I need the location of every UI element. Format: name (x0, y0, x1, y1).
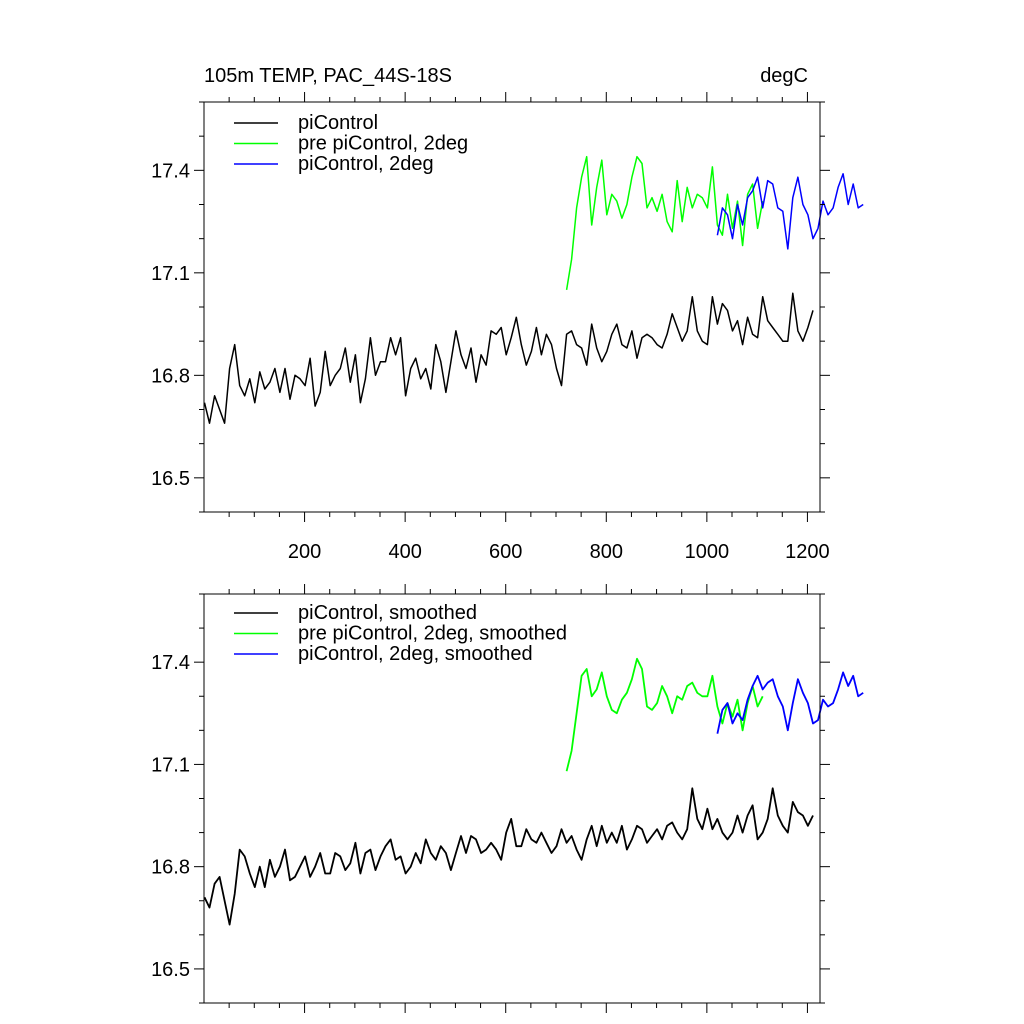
panel-top: 105m TEMP, PAC_44S-18S degC 16.5 16.8 17.1… (151, 65, 864, 563)
legend-label: piControl, smoothed (298, 602, 477, 624)
plot-lines-bottom (203, 657, 864, 926)
x-tick-label: 600 (489, 541, 522, 563)
x-tick-label: 1000 (685, 541, 730, 563)
legend-label: pre piControl, 2deg, smoothed (298, 623, 567, 645)
legend-label: pre piControl, 2deg (298, 133, 468, 155)
x-tick-label: 1200 (785, 541, 830, 563)
y-tick-label: 17.1 (151, 754, 190, 776)
y-tick-label: 17.4 (151, 160, 190, 182)
y-tick-label: 17.1 (151, 263, 190, 285)
y-tick-label: 17.4 (151, 652, 190, 674)
x-tick-label: 800 (590, 541, 623, 563)
series-line-1 (203, 292, 814, 424)
legend-label: piControl, 2deg (298, 153, 434, 175)
y-tick-label: 16.8 (151, 857, 190, 879)
x-tick-label: 200 (288, 541, 321, 563)
series-line-3 (716, 671, 864, 734)
chart-units: degC (760, 65, 808, 87)
chart-title: 105m TEMP, PAC_44S-18S (204, 65, 452, 87)
x-tick-label: 400 (388, 541, 421, 563)
y-tick-label: 16.8 (151, 365, 190, 387)
panel-bottom: 16.5 16.8 17.1 17.4 piControl, smoothedpre … (151, 584, 864, 1013)
legend-label: piControl, 2deg, smoothed (298, 643, 533, 665)
series-line-2 (565, 657, 764, 772)
axes-bottom: 16.5 16.8 17.1 17.4 (151, 584, 830, 1013)
plot-lines-top (203, 155, 864, 424)
axes-top: 16.5 16.8 17.1 17.4 200 400 600 800 1000 1200 (151, 92, 830, 563)
series-line-3 (716, 173, 864, 250)
series-line-2 (565, 155, 764, 291)
series-line-1 (203, 787, 814, 926)
legend-label: piControl (298, 112, 378, 134)
y-tick-label: 16.5 (151, 959, 190, 981)
plot-frame-top (203, 101, 821, 513)
y-tick-label: 16.5 (151, 468, 190, 490)
